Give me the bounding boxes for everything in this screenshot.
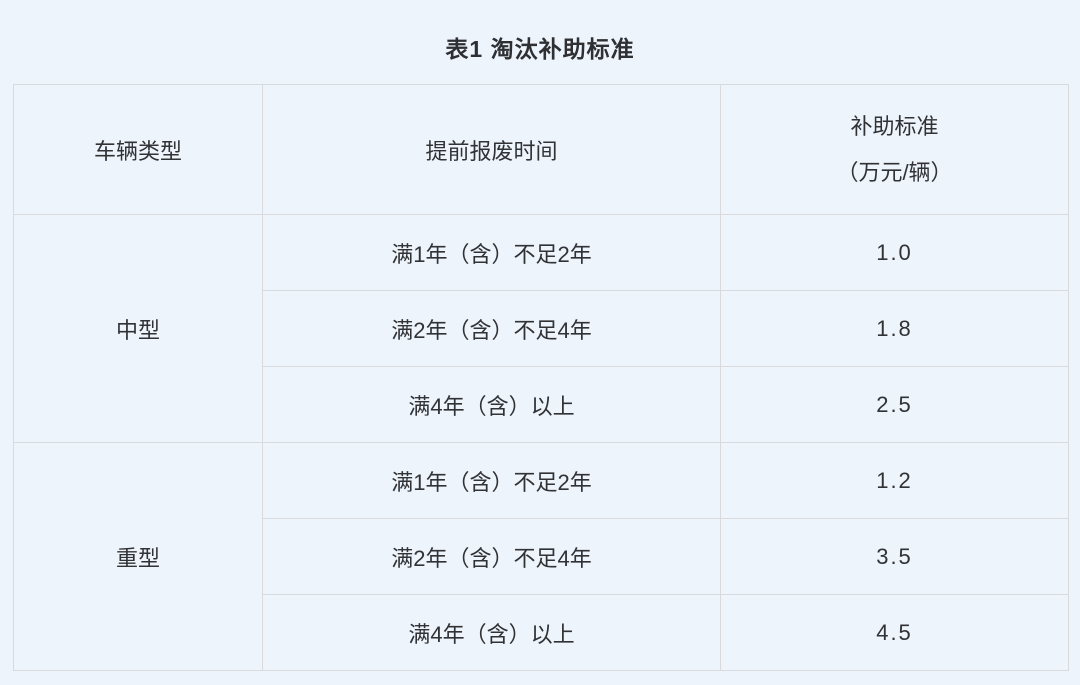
- page: 表1 淘汰补助标准 车辆类型 提前报废时间 补助标准 （万元/辆） 中型 满1年…: [13, 36, 1069, 671]
- scrap-time-cell: 满1年（含）不足2年: [262, 442, 721, 519]
- table-row: 满2年（含）不足4年 1.8: [14, 290, 1069, 367]
- scrap-time-cell: 满4年（含）以上: [262, 594, 721, 671]
- table-row: 满4年（含）以上 4.5: [14, 594, 1069, 671]
- subsidy-value-cell: 2.5: [720, 366, 1069, 443]
- header-vehicle-type: 车辆类型: [13, 84, 263, 215]
- header-subsidy-standard: 补助标准 （万元/辆）: [720, 84, 1069, 215]
- scrap-time-cell: 满1年（含）不足2年: [262, 214, 721, 291]
- page-title: 表1 淘汰补助标准: [445, 36, 635, 62]
- table-header-row: 车辆类型 提前报废时间 补助标准 （万元/辆）: [13, 84, 1069, 215]
- scrap-time-cell: 满2年（含）不足4年: [262, 290, 721, 367]
- header-subsidy-line2: （万元/辆）: [836, 159, 953, 185]
- subsidy-value-cell: 3.5: [720, 518, 1069, 595]
- scrap-time-cell: 满2年（含）不足4年: [262, 518, 721, 595]
- header-subsidy-line1: 补助标准: [850, 113, 939, 139]
- subsidy-value-cell: 1.8: [720, 290, 1069, 367]
- subsidy-value-cell: 1.2: [720, 442, 1069, 519]
- scrap-time-cell: 满4年（含）以上: [262, 366, 721, 443]
- table-row: 满2年（含）不足4年 3.5: [14, 518, 1069, 595]
- header-scrap-time: 提前报废时间: [262, 84, 721, 215]
- subsidy-value-cell: 4.5: [720, 594, 1069, 671]
- vehicle-type-heavy-cell: 重型: [13, 442, 263, 671]
- table-row: 中型 满1年（含）不足2年 1.0: [13, 214, 1069, 443]
- subsidy-value-cell: 1.0: [720, 214, 1069, 291]
- subsidy-table: 车辆类型 提前报废时间 补助标准 （万元/辆） 中型 满1年（含）不足2年 1.…: [13, 84, 1069, 671]
- table-row: 重型 满1年（含）不足2年 1.2: [13, 442, 1069, 671]
- vehicle-type-medium-cell: 中型: [13, 214, 263, 443]
